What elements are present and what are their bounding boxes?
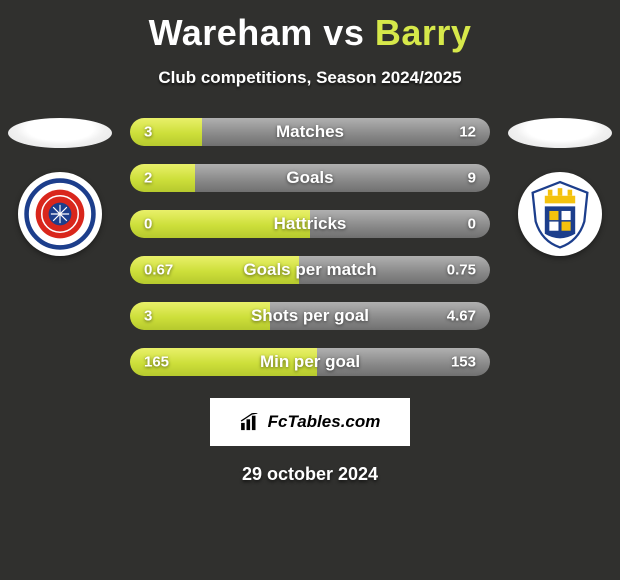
bar-segment-right: [310, 210, 490, 238]
bar-segment-left: [130, 348, 317, 376]
stat-bar: 3Shots per goal4.67: [130, 302, 490, 330]
bar-segment-left: [130, 256, 299, 284]
comparison-panel: 3Matches12 2Goals9 0Hattricks0 0.67Goals pe…: [0, 118, 620, 376]
bar-segment-left: [130, 118, 202, 146]
right-club-crest: [518, 172, 602, 256]
left-badge-column: [0, 118, 120, 256]
right-badge-column: [500, 118, 620, 256]
bar-segment-left: [130, 302, 270, 330]
brand-badge: FcTables.com: [210, 398, 410, 446]
bar-segment-right: [317, 348, 490, 376]
bar-segment-right: [299, 256, 490, 284]
brand-text: FcTables.com: [268, 412, 381, 432]
left-club-crest: [18, 172, 102, 256]
left-disc: [8, 118, 112, 148]
player2-name: Barry: [375, 12, 472, 53]
crest-icon: [22, 176, 98, 252]
crest-icon: [522, 176, 598, 252]
stat-bar: 165Min per goal153: [130, 348, 490, 376]
vs-label: vs: [323, 12, 364, 53]
subtitle: Club competitions, Season 2024/2025: [0, 68, 620, 88]
player1-name: Wareham: [149, 12, 313, 53]
bar-segment-right: [202, 118, 490, 146]
stat-bar: 2Goals9: [130, 164, 490, 192]
bar-segment-right: [270, 302, 490, 330]
stat-bar: 0.67Goals per match0.75: [130, 256, 490, 284]
chart-icon: [240, 413, 262, 431]
bar-segment-left: [130, 210, 310, 238]
stat-bars: 3Matches12 2Goals9 0Hattricks0 0.67Goals pe…: [130, 118, 490, 376]
bar-segment-left: [130, 164, 195, 192]
right-disc: [508, 118, 612, 148]
bar-segment-right: [195, 164, 490, 192]
stat-bar: 0Hattricks0: [130, 210, 490, 238]
comparison-title: Wareham vs Barry: [0, 0, 620, 54]
date-label: 29 october 2024: [0, 464, 620, 485]
stat-bar: 3Matches12: [130, 118, 490, 146]
